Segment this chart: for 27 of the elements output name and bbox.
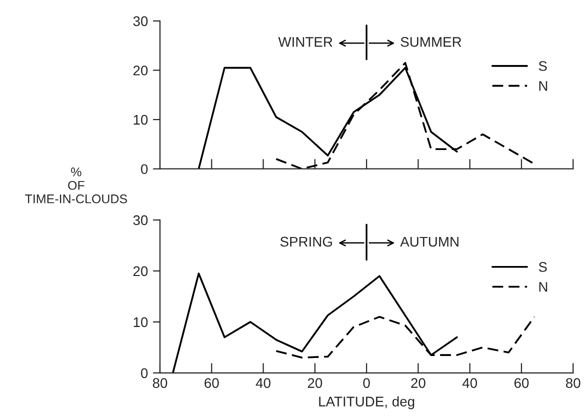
- legend-label: S: [538, 61, 547, 71]
- x-tick-label: 60: [514, 378, 529, 388]
- legend-label: N: [539, 81, 548, 91]
- y-tick-label: 0: [140, 368, 148, 378]
- x-tick-label: 40: [256, 378, 270, 388]
- y-tick-label: 10: [134, 114, 148, 125]
- x-axis-title: LATITUDE, deg: [319, 396, 414, 410]
- x-tick-label: 80: [566, 378, 580, 388]
- y-tick-label: 0: [140, 164, 148, 174]
- x-tick-label: 0: [363, 378, 370, 388]
- annotation: AUTUMN: [400, 236, 458, 247]
- y-tick-label: 10: [134, 317, 148, 328]
- y-tick-label: 30: [133, 215, 148, 226]
- y-tick-label: 30: [133, 16, 148, 26]
- legend-label: N: [539, 282, 548, 292]
- y-tick-label: 20: [133, 266, 148, 276]
- y-axis-title: % OF TIME-IN-CLOUDS: [25, 168, 127, 204]
- x-tick-label: 20: [308, 378, 322, 388]
- x-tick-label: 60: [204, 378, 219, 388]
- x-tick-label: 40: [462, 378, 478, 388]
- annotation: SUMMER: [400, 37, 462, 47]
- annotation: WINTER: [278, 37, 332, 47]
- x-tick-label: 20: [411, 378, 426, 388]
- legend-label: S: [538, 262, 547, 272]
- x-tick-label: 80: [152, 378, 168, 388]
- y-tick-label: 20: [133, 66, 148, 76]
- annotation: SPRING: [280, 236, 332, 247]
